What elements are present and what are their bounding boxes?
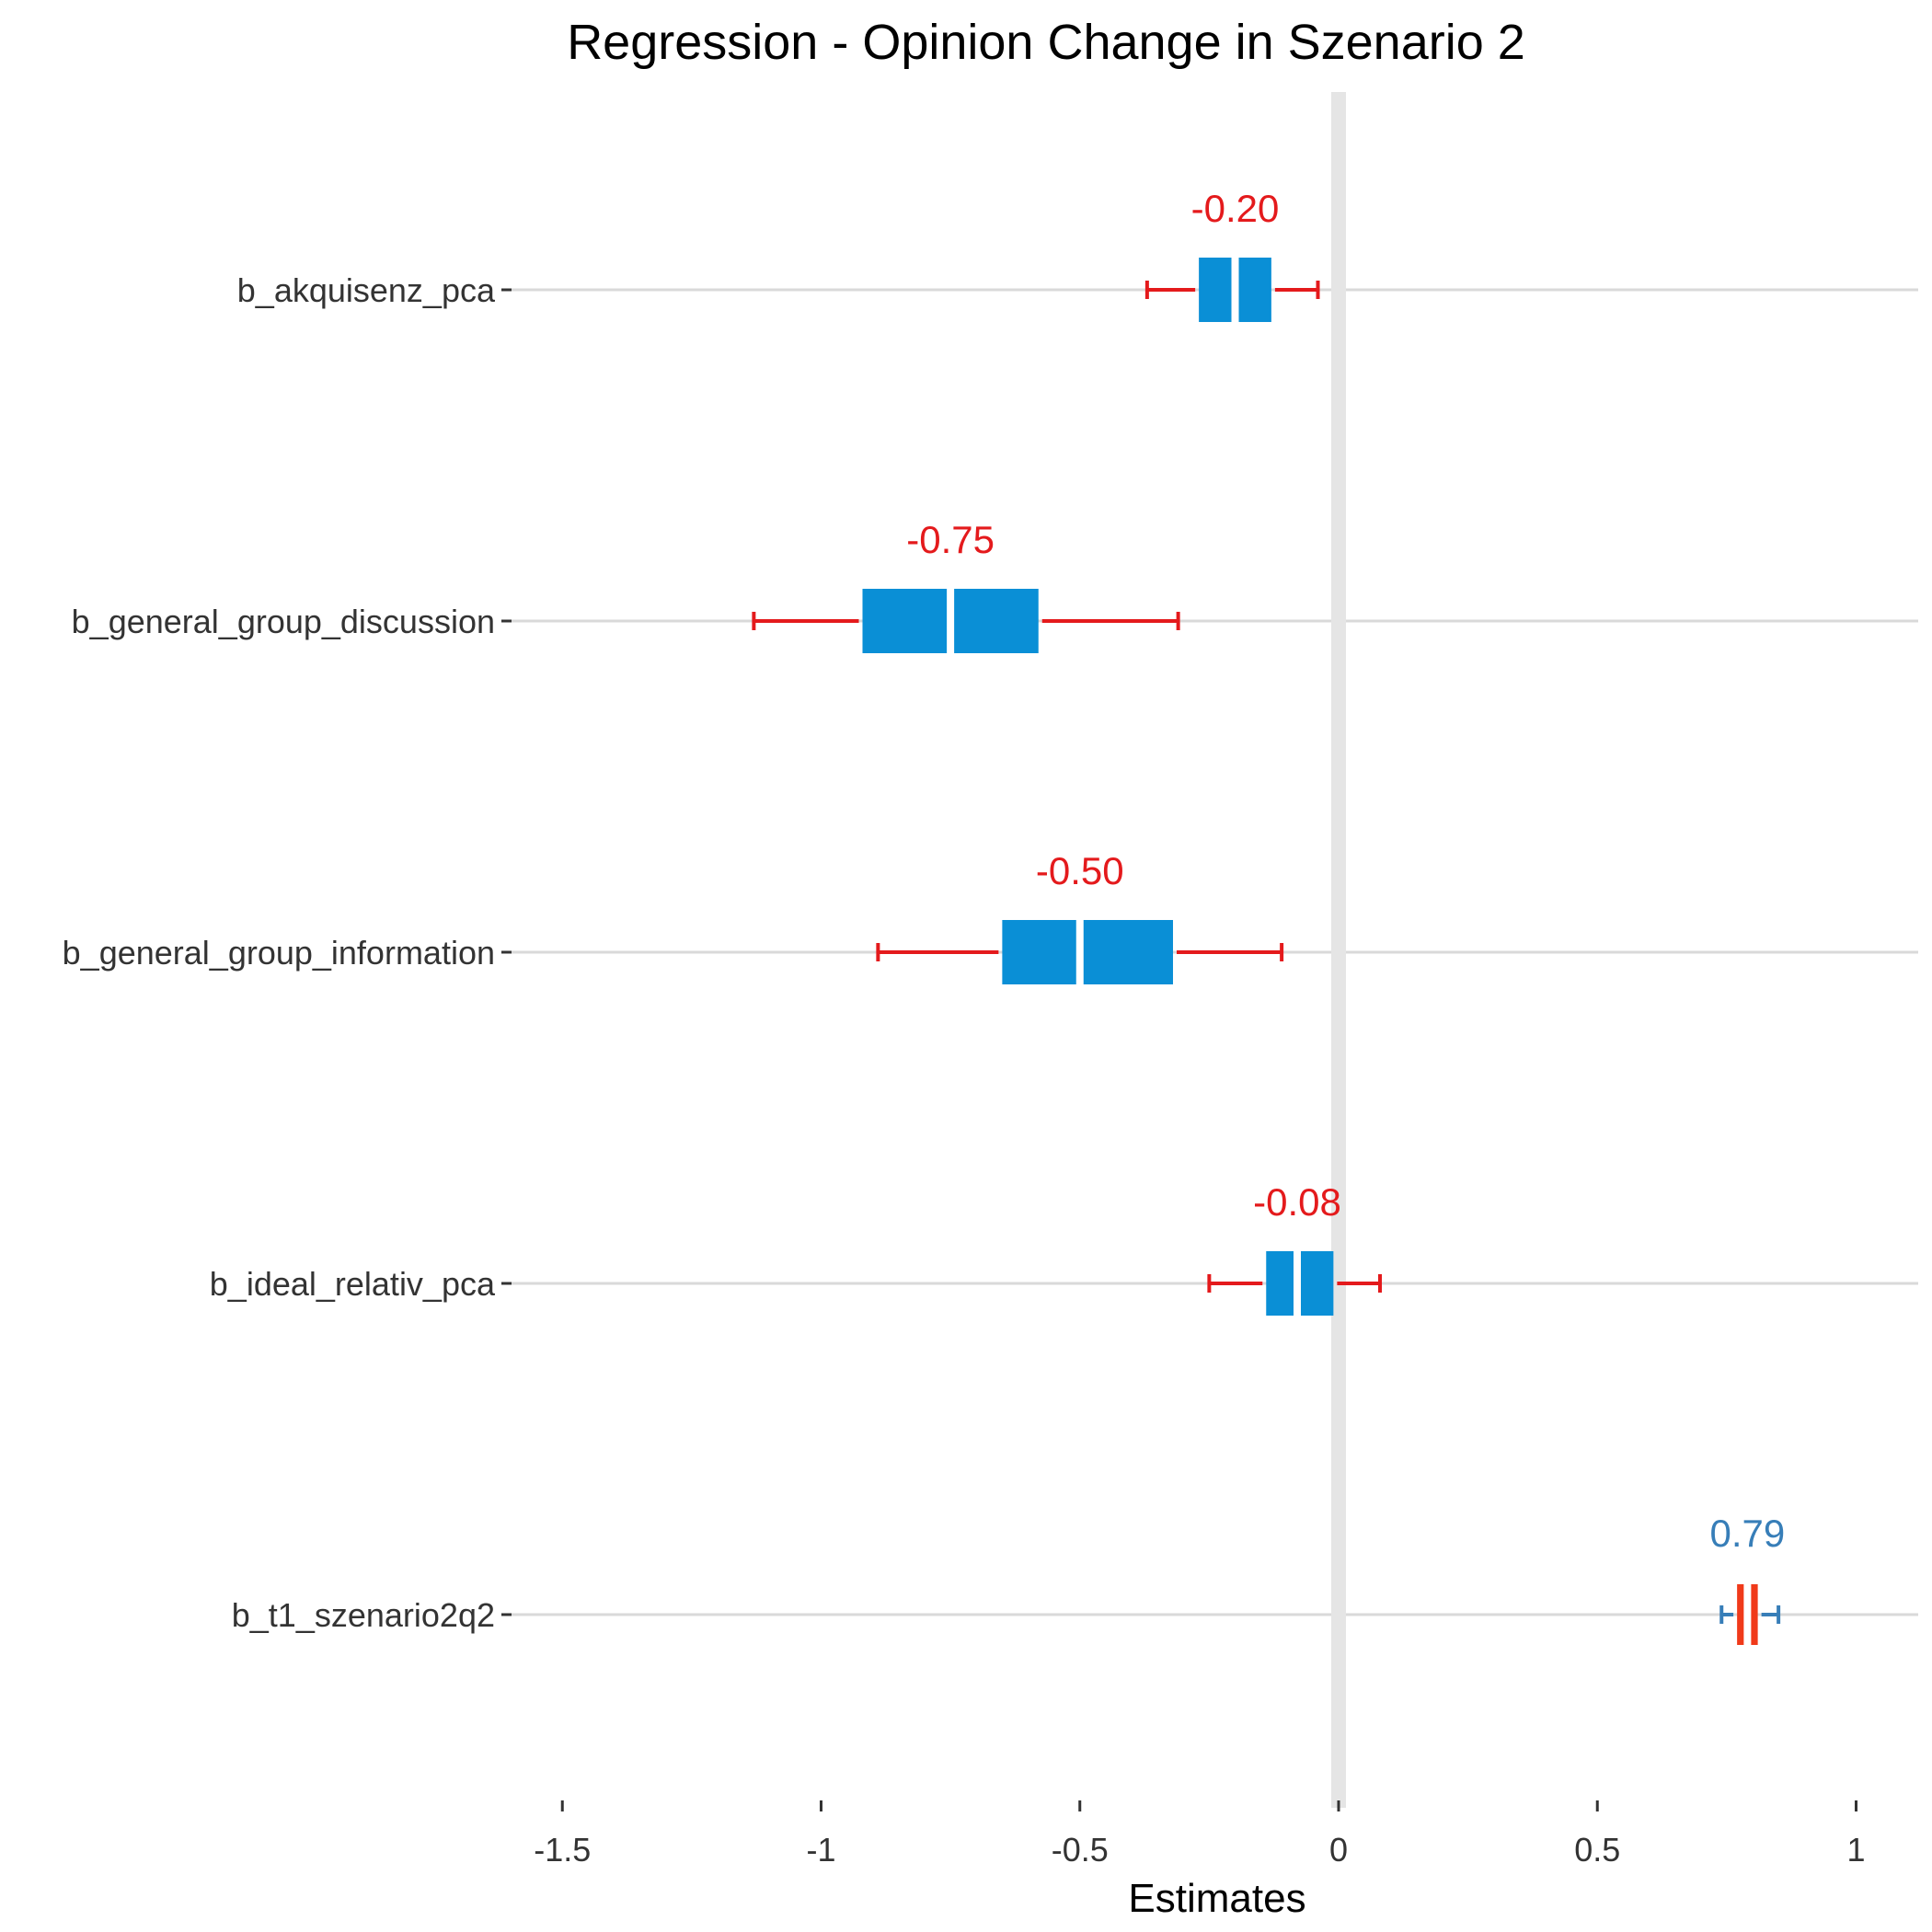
zero-reference-line: [1331, 92, 1346, 1808]
x-tick-label: -1.5: [534, 1831, 591, 1869]
term-label: b_general_group_information: [63, 934, 495, 972]
ci-box: [1002, 920, 1173, 984]
x-tick-label: -0.5: [1052, 1831, 1109, 1869]
x-tick-label: -1: [806, 1831, 835, 1869]
estimate-marks: -0.20 -0.75 -0.50 -0.08 0.79: [752, 187, 1786, 1647]
estimate-label: -0.75: [906, 518, 995, 561]
term-labels: b_akquisenz_pca b_general_group_discussio…: [63, 271, 512, 1634]
estimate-label: -0.08: [1253, 1180, 1341, 1224]
estimate-label: -0.50: [1036, 849, 1124, 892]
x-tick-label: 1: [1846, 1831, 1865, 1869]
chart-title: Regression - Opinion Change in Szenario …: [567, 15, 1525, 70]
x-tick-label: 0: [1329, 1831, 1348, 1869]
estimate-label: -0.20: [1191, 187, 1280, 230]
term-label: b_t1_szenario2q2: [232, 1596, 495, 1634]
term-label: b_ideal_relativ_pca: [210, 1265, 496, 1303]
term-label: b_general_group_discussion: [72, 603, 495, 640]
x-axis-title: Estimates: [1128, 1876, 1305, 1921]
term-label: b_akquisenz_pca: [237, 271, 496, 309]
x-tick-label: 0.5: [1574, 1831, 1620, 1869]
x-axis-ticks: -1.5 -1 -0.5 0 0.5 1: [534, 1800, 1866, 1869]
estimate-label: 0.79: [1710, 1512, 1786, 1555]
